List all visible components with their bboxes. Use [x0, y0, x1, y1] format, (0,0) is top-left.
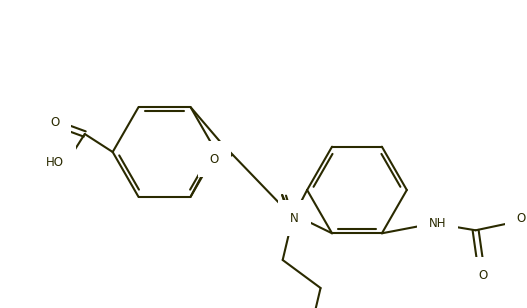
Text: O: O: [517, 212, 526, 225]
Text: HO: HO: [46, 156, 64, 168]
Text: O: O: [478, 269, 487, 282]
Text: NH: NH: [429, 217, 446, 230]
Text: N: N: [290, 212, 299, 225]
Text: O: O: [50, 116, 60, 128]
Text: O: O: [210, 152, 219, 165]
